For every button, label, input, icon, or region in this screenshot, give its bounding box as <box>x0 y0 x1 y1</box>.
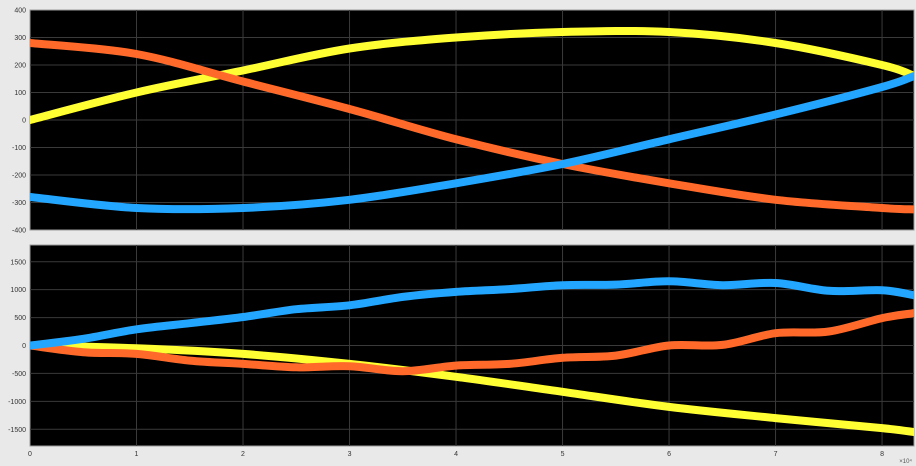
y-tick-label: -400 <box>12 228 26 235</box>
series-group <box>30 277 914 436</box>
x-tick-label: 8 <box>880 451 884 458</box>
y-tick-label: 300 <box>14 35 26 42</box>
y-tick-label: -100 <box>12 145 26 152</box>
y-tick-label: 0 <box>22 118 26 125</box>
y-tick-label: -1500 <box>8 427 26 434</box>
x-tick-label: 3 <box>348 451 352 458</box>
x-tick-label: 4 <box>454 451 458 458</box>
plot-panel-1: 400 300 200 100 0 -100 -200 -300 -400 <box>12 8 915 235</box>
series-group <box>30 26 914 214</box>
series-line-1 <box>30 26 914 124</box>
series-line-1 <box>30 341 914 436</box>
x-exponent-label: ×10⁴ <box>899 458 912 465</box>
x-tick-label: 6 <box>667 451 671 458</box>
y-tick-label: 100 <box>14 90 26 97</box>
y-tick-label: 200 <box>14 63 26 70</box>
y-tick-label: -300 <box>12 200 26 207</box>
y-tick-label: -200 <box>12 173 26 180</box>
plot-panel-2: 1500 1000 500 0 -500 -1000 -1500 0 1 2 3 4 5 6 7 8 ×10⁴ <box>8 244 915 465</box>
x-tick-label: 0 <box>28 451 32 458</box>
plot-panels: 4003002001000-100-200-300-40015001000500… <box>8 8 915 465</box>
series-line-3 <box>30 277 914 350</box>
series-line-3 <box>30 72 914 214</box>
y-tick-label: 400 <box>14 8 26 15</box>
series-line-2 <box>30 309 914 376</box>
y-tick-label: 0 <box>22 343 26 350</box>
y-tick-label: 500 <box>14 315 26 322</box>
y-tick-label: -500 <box>12 371 26 378</box>
x-tick-label: 5 <box>561 451 565 458</box>
x-tick-label: 1 <box>135 451 139 458</box>
y-tick-label: 1000 <box>10 287 26 294</box>
y-tick-label: -1000 <box>8 399 26 406</box>
y-tick-label: 1500 <box>10 259 26 266</box>
series-line-2 <box>30 39 914 214</box>
x-tick-label: 7 <box>774 451 778 458</box>
x-tick-label: 2 <box>241 451 245 458</box>
